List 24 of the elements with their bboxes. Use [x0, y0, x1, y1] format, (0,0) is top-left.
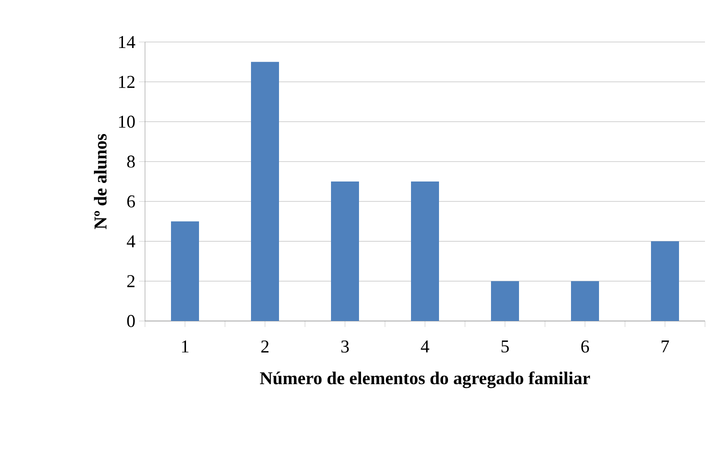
y-tick-label: 6: [127, 195, 135, 208]
y-axis-title: Nº de alunos: [94, 134, 107, 230]
y-tick-label: 12: [119, 76, 134, 88]
x-tick-label: 3: [341, 340, 349, 353]
y-tick-label: 2: [127, 275, 134, 288]
bar: [571, 281, 600, 321]
bar: [651, 241, 680, 321]
y-tick-label: 10: [119, 116, 135, 128]
x-tick-label: 5: [502, 340, 509, 352]
y-tick-label: 8: [127, 156, 135, 168]
bar: [491, 281, 520, 321]
bar: [251, 62, 280, 321]
y-tick-label: 4: [126, 235, 136, 248]
bar: [331, 181, 360, 321]
x-tick-label: 4: [420, 340, 430, 352]
y-tick-label: 0: [127, 314, 135, 328]
x-tick-label: 2: [261, 340, 269, 352]
x-axis-title: Número de elementos do agregado familiar: [260, 371, 590, 388]
bar: [411, 181, 440, 321]
y-tick-label: 14: [119, 36, 136, 48]
x-tick-label: 7: [662, 340, 669, 352]
bar: [171, 221, 200, 321]
x-tick-label: 6: [581, 340, 589, 353]
x-tick-label: 1: [182, 340, 188, 352]
